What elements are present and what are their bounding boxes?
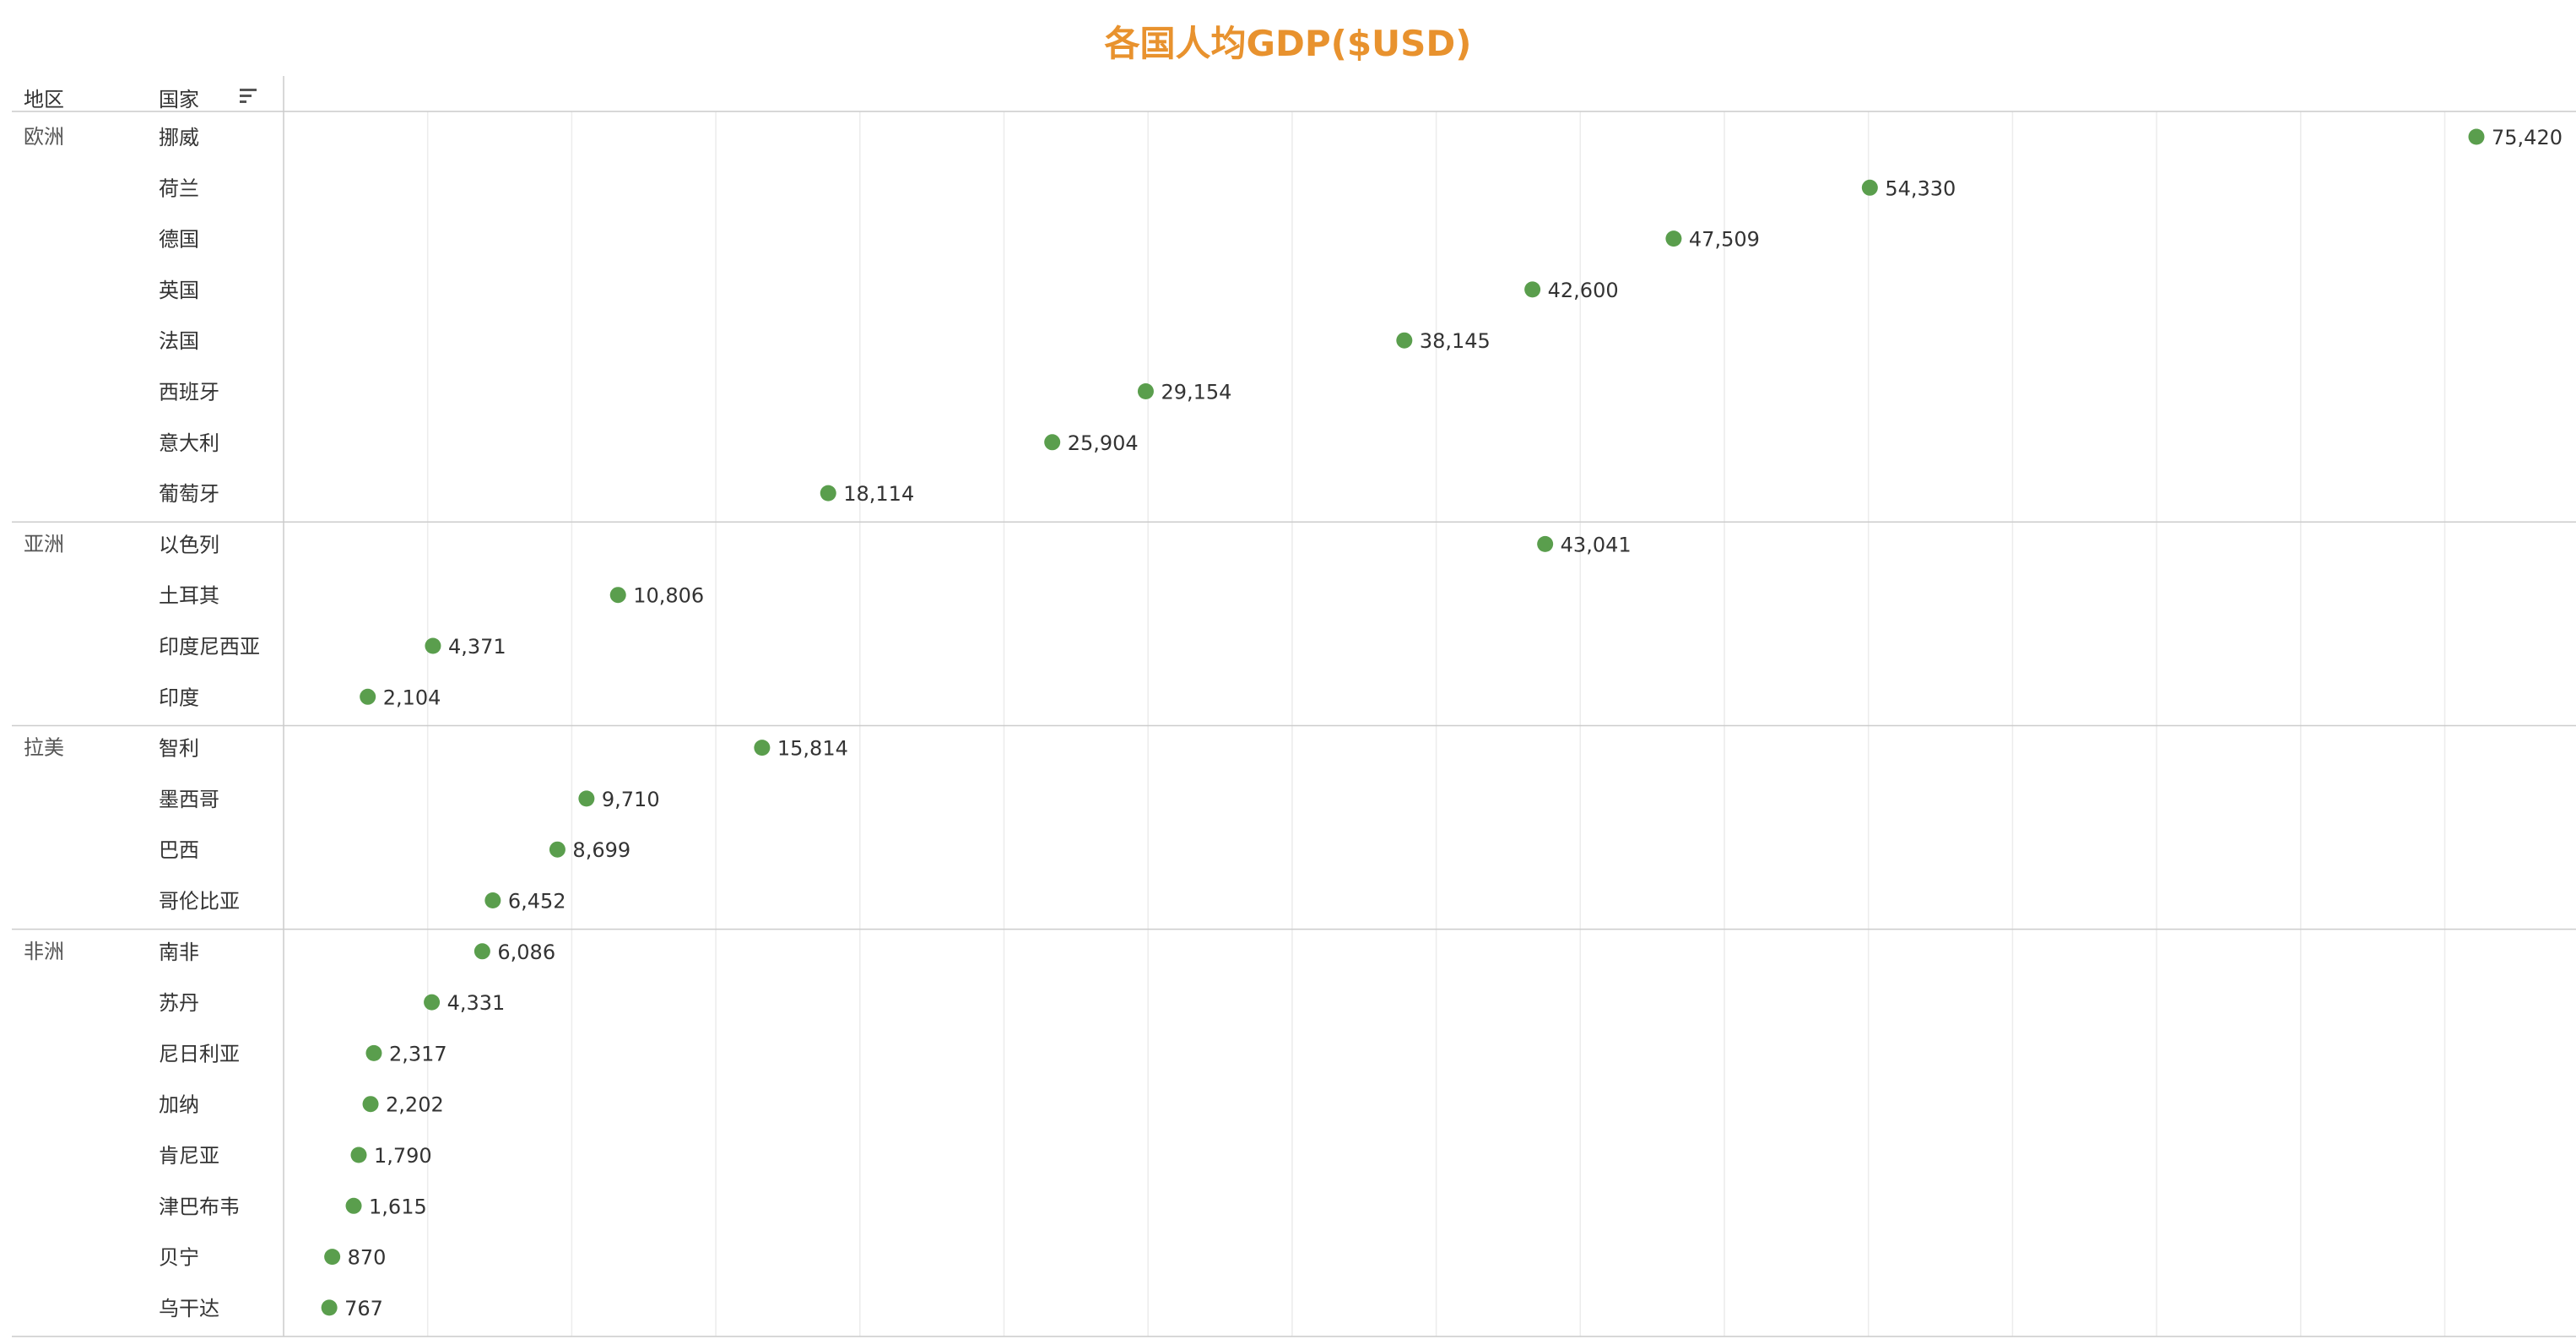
- data-point[interactable]: [424, 994, 441, 1011]
- data-label: 2,104: [383, 686, 441, 709]
- country-label: 尼日利亚: [159, 1042, 240, 1065]
- country-label: 荷兰: [159, 176, 199, 200]
- data-label: 1,790: [374, 1144, 432, 1168]
- region-label: 欧洲: [24, 125, 64, 149]
- chart-title: 各国人均GDP($USD): [1104, 23, 1472, 64]
- country-label: 南非: [159, 941, 199, 964]
- data-point[interactable]: [1861, 179, 1878, 196]
- sort-descending-icon[interactable]: [238, 86, 258, 105]
- data-point[interactable]: [2468, 128, 2485, 145]
- data-point[interactable]: [360, 688, 376, 705]
- data-label: 870: [348, 1246, 387, 1270]
- country-column-header: 国家: [159, 88, 199, 111]
- region-label: 亚洲: [24, 532, 64, 556]
- data-label: 6,086: [497, 941, 555, 964]
- data-point[interactable]: [820, 485, 836, 501]
- data-label: 75,420: [2492, 126, 2562, 149]
- data-label: 15,814: [777, 737, 848, 761]
- country-label: 西班牙: [159, 381, 219, 404]
- data-point[interactable]: [345, 1197, 362, 1214]
- data-label: 42,600: [1548, 279, 1619, 302]
- country-label: 土耳其: [159, 584, 219, 608]
- region-label: 拉美: [24, 736, 64, 760]
- data-point[interactable]: [754, 740, 771, 756]
- country-label: 墨西哥: [159, 788, 219, 811]
- data-point[interactable]: [362, 1096, 379, 1113]
- country-label: 葡萄牙: [159, 482, 219, 506]
- data-label: 767: [344, 1297, 383, 1320]
- region-dividers: [12, 76, 2576, 1337]
- data-points: 75,420 54,330 47,509 42,600 38,145 29,154 25,9…: [321, 126, 2562, 1320]
- data-label: 47,509: [1689, 228, 1760, 252]
- data-point[interactable]: [609, 587, 626, 604]
- data-label: 8,699: [572, 838, 630, 862]
- country-label: 英国: [159, 279, 199, 302]
- country-label: 乌干达: [159, 1297, 219, 1320]
- country-label: 津巴布韦: [159, 1195, 240, 1218]
- data-label: 9,710: [602, 788, 660, 811]
- country-label: 法国: [159, 329, 199, 353]
- data-point[interactable]: [1537, 535, 1554, 552]
- data-label: 4,371: [448, 635, 506, 659]
- country-label: 挪威: [159, 126, 199, 149]
- data-point[interactable]: [1044, 434, 1061, 451]
- country-label: 以色列: [159, 533, 219, 556]
- region-label: 非洲: [24, 940, 64, 963]
- data-point[interactable]: [350, 1147, 367, 1163]
- data-label: 54,330: [1885, 176, 1956, 200]
- data-label: 2,317: [389, 1042, 447, 1065]
- data-point[interactable]: [578, 790, 595, 807]
- data-point[interactable]: [1137, 383, 1154, 399]
- data-label: 4,331: [447, 991, 506, 1015]
- data-point[interactable]: [1524, 281, 1541, 298]
- data-point[interactable]: [324, 1249, 341, 1266]
- country-label: 印度: [159, 686, 199, 709]
- data-label: 18,114: [843, 482, 914, 506]
- country-label: 哥伦比亚: [159, 890, 240, 913]
- data-point[interactable]: [484, 892, 501, 908]
- country-label: 苏丹: [159, 991, 199, 1015]
- country-label: 肯尼亚: [159, 1144, 219, 1168]
- data-label: 1,615: [369, 1195, 427, 1218]
- country-label: 印度尼西亚: [159, 635, 260, 659]
- data-label: 25,904: [1068, 431, 1139, 455]
- region-column-header: 地区: [24, 88, 64, 111]
- country-label: 德国: [159, 228, 199, 252]
- country-label: 贝宁: [159, 1246, 199, 1270]
- data-point[interactable]: [549, 841, 566, 858]
- data-point[interactable]: [1396, 332, 1413, 349]
- data-point[interactable]: [1665, 230, 1682, 247]
- data-label: 29,154: [1161, 381, 1231, 404]
- gridlines: [426, 111, 2446, 1337]
- data-point[interactable]: [365, 1044, 382, 1061]
- data-label: 10,806: [633, 584, 704, 608]
- country-label: 巴西: [159, 838, 199, 862]
- data-label: 6,452: [508, 890, 566, 913]
- data-point[interactable]: [425, 637, 441, 654]
- data-label: 43,041: [1561, 533, 1632, 556]
- country-label: 智利: [159, 737, 199, 761]
- country-label: 加纳: [159, 1093, 199, 1117]
- data-label: 2,202: [386, 1093, 444, 1117]
- data-label: 38,145: [1420, 329, 1491, 353]
- data-point[interactable]: [321, 1299, 338, 1316]
- data-point[interactable]: [474, 943, 490, 960]
- country-label: 意大利: [159, 431, 219, 455]
